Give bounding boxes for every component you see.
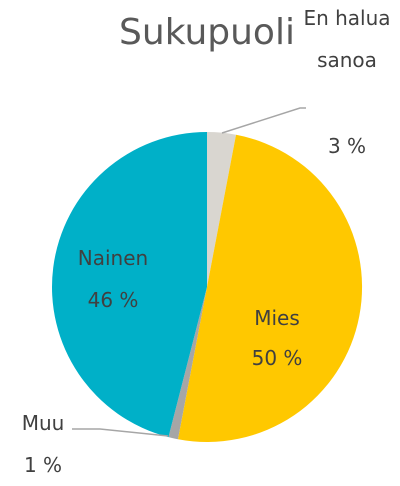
pie-slice (177, 134, 363, 443)
slice-label: Nainen (77, 246, 149, 270)
pie-slice (51, 132, 208, 438)
leader-line (72, 428, 169, 437)
value-label: 50 % (251, 346, 303, 370)
value-label: 3 % (327, 134, 367, 158)
slice-label: Muu (21, 411, 65, 435)
leader-line (221, 107, 306, 134)
chart-title: Sukupuoli (119, 12, 295, 53)
slice-label: Mies (254, 306, 300, 330)
value-label: 46 % (87, 288, 139, 312)
slice-label: En halua sanoa (303, 6, 391, 72)
value-label: 1 % (23, 453, 63, 477)
pie-slice (168, 287, 207, 440)
pie-slice (207, 132, 237, 287)
